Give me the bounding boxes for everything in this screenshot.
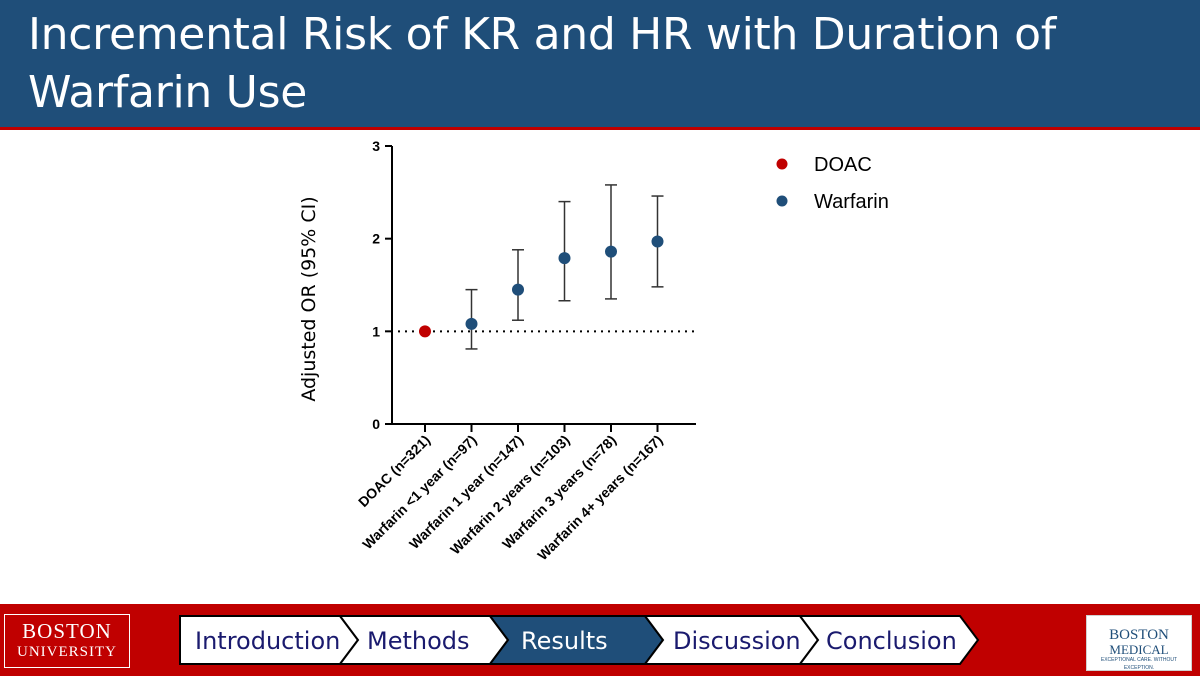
data-point-warfarin <box>512 283 524 296</box>
section-navigation: Introduction Methods Results Discussion Conc… <box>179 615 980 665</box>
footer-bar: BOSTON UNIVERSITY Introduction Methods Res… <box>0 604 1200 676</box>
y-tick-label: 0 <box>372 416 380 432</box>
data-point-warfarin <box>605 245 617 258</box>
bmc-logo-line2: MEDICAL <box>1109 642 1169 657</box>
slide-title: Incremental Risk of KR and HR with Durat… <box>28 9 1056 118</box>
bu-logo-line1: BOSTON <box>22 619 112 643</box>
y-tick-label: 1 <box>372 323 380 339</box>
boston-university-logo: BOSTON UNIVERSITY <box>4 614 130 668</box>
header-divider <box>0 127 1200 130</box>
boston-medical-logo: BOSTON MEDICAL EXCEPTIONAL CARE. WITHOUT… <box>1086 615 1192 671</box>
data-point-warfarin <box>558 252 571 265</box>
legend-marker-doac <box>776 158 788 170</box>
y-tick-label: 2 <box>372 231 380 247</box>
nav-step-label[interactable]: Results <box>521 627 608 655</box>
chart-panel: 0 1 2 3 Adjusted OR (95% CI) DOAC (n=321) Warf… <box>268 132 932 600</box>
data-point-warfarin <box>465 317 478 330</box>
nav-step-label[interactable]: Introduction <box>195 627 340 655</box>
y-tick-label: 3 <box>372 138 380 154</box>
legend-label-doac: DOAC <box>814 154 872 176</box>
bmc-logo-tagline: EXCEPTIONAL CARE. WITHOUT EXCEPTION. <box>1100 657 1178 671</box>
bu-logo-line2: UNIVERSITY <box>17 644 117 660</box>
bmc-logo-line1: BOSTON <box>1109 627 1169 643</box>
title-bar: Incremental Risk of KR and HR with Durat… <box>0 0 1200 127</box>
nav-step-label[interactable]: Discussion <box>673 627 801 655</box>
nav-step-label[interactable]: Conclusion <box>826 627 957 655</box>
legend-marker-warfarin <box>776 195 788 207</box>
y-axis-title: Adjusted OR (95% CI) <box>298 196 320 401</box>
nav-step-conclusion[interactable] <box>798 615 980 665</box>
data-point-warfarin <box>651 235 664 248</box>
nav-step-label[interactable]: Methods <box>367 627 470 655</box>
legend-label-warfarin: Warfarin <box>814 191 889 213</box>
data-point-doac <box>419 325 431 338</box>
